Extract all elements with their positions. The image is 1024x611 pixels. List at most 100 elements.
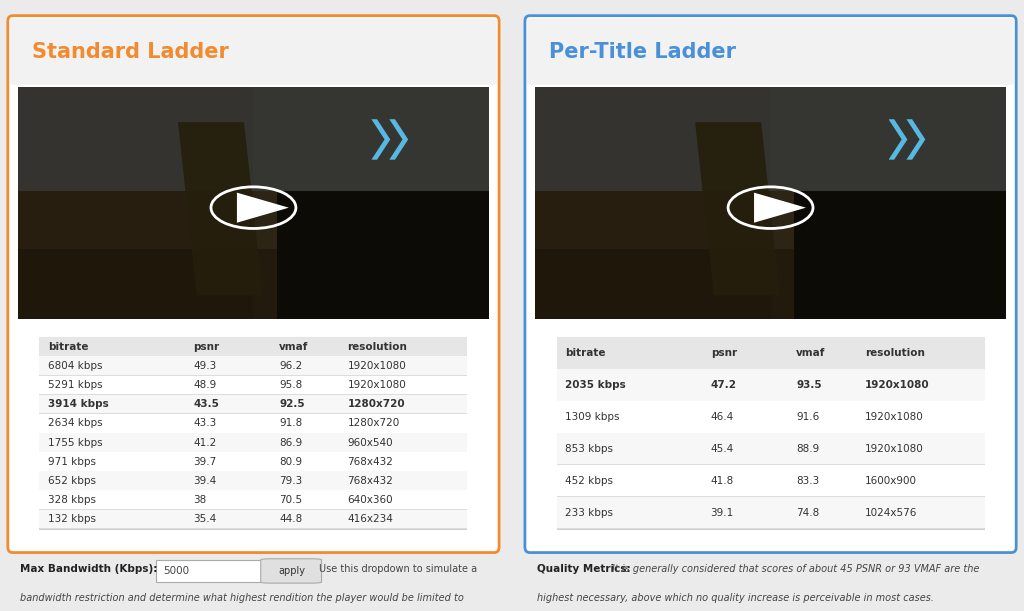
- Text: 853 kbps: 853 kbps: [565, 444, 613, 454]
- Bar: [39, 491, 467, 510]
- Text: 1920x1080: 1920x1080: [347, 380, 407, 390]
- Text: 45.4: 45.4: [711, 444, 734, 454]
- Bar: [557, 337, 985, 529]
- Bar: [557, 465, 985, 497]
- Text: 2634 kbps: 2634 kbps: [48, 419, 102, 428]
- Text: 1920x1080: 1920x1080: [347, 361, 407, 371]
- Text: 88.9: 88.9: [797, 444, 819, 454]
- Text: psnr: psnr: [711, 348, 736, 358]
- Bar: [557, 337, 985, 369]
- Text: Use this dropdown to simulate a: Use this dropdown to simulate a: [319, 564, 477, 574]
- Text: 47.2: 47.2: [711, 380, 736, 390]
- Polygon shape: [695, 122, 780, 296]
- Bar: [254, 87, 489, 319]
- Text: 41.8: 41.8: [711, 476, 734, 486]
- FancyBboxPatch shape: [156, 560, 263, 582]
- Text: Standard Ladder: Standard Ladder: [32, 42, 229, 62]
- Polygon shape: [889, 119, 907, 159]
- Text: 960x540: 960x540: [347, 437, 393, 447]
- FancyBboxPatch shape: [525, 16, 1016, 552]
- Text: 652 kbps: 652 kbps: [48, 476, 96, 486]
- Text: 43.3: 43.3: [194, 419, 217, 428]
- Text: 96.2: 96.2: [280, 361, 302, 371]
- Text: Max Bandwidth (Kbps):: Max Bandwidth (Kbps):: [20, 564, 158, 574]
- Polygon shape: [795, 191, 1007, 319]
- Text: bandwidth restriction and determine what highest rendition the player would be l: bandwidth restriction and determine what…: [20, 593, 464, 603]
- Text: bitrate: bitrate: [565, 348, 605, 358]
- Text: 1920x1080: 1920x1080: [864, 412, 924, 422]
- FancyBboxPatch shape: [10, 18, 497, 85]
- Bar: [557, 401, 985, 433]
- Text: 768x432: 768x432: [347, 476, 393, 486]
- Text: 1280x720: 1280x720: [347, 399, 406, 409]
- Text: 39.4: 39.4: [194, 476, 217, 486]
- Text: 640x360: 640x360: [347, 495, 393, 505]
- Text: 39.1: 39.1: [711, 508, 734, 518]
- Text: 416x234: 416x234: [347, 514, 393, 524]
- Bar: [535, 249, 1007, 319]
- Bar: [17, 249, 489, 319]
- Polygon shape: [178, 122, 263, 296]
- Polygon shape: [906, 119, 926, 159]
- Text: 3914 kbps: 3914 kbps: [48, 399, 109, 409]
- Bar: [557, 368, 985, 369]
- FancyBboxPatch shape: [261, 558, 322, 583]
- Text: 93.5: 93.5: [797, 380, 822, 390]
- Bar: [39, 471, 467, 491]
- Text: bitrate: bitrate: [48, 342, 88, 352]
- Text: 328 kbps: 328 kbps: [48, 495, 96, 505]
- Text: Per-Title Ladder: Per-Title Ladder: [549, 42, 736, 62]
- Text: It is generally considered that scores of about 45 PSNR or 93 VMAF are the: It is generally considered that scores o…: [612, 564, 980, 574]
- Text: 80.9: 80.9: [280, 456, 302, 467]
- Bar: [39, 337, 467, 529]
- Text: apply: apply: [278, 566, 305, 576]
- FancyBboxPatch shape: [527, 18, 1014, 85]
- Text: 41.2: 41.2: [194, 437, 217, 447]
- Text: 35.4: 35.4: [194, 514, 217, 524]
- Bar: [771, 87, 1007, 319]
- Text: psnr: psnr: [194, 342, 219, 352]
- Bar: [557, 433, 985, 465]
- Text: 49.3: 49.3: [194, 361, 217, 371]
- Bar: [39, 510, 467, 529]
- Bar: [535, 87, 1007, 191]
- Text: 1755 kbps: 1755 kbps: [48, 437, 102, 447]
- Bar: [39, 337, 467, 356]
- Text: 43.5: 43.5: [194, 399, 219, 409]
- Text: 79.3: 79.3: [280, 476, 302, 486]
- Polygon shape: [389, 119, 409, 159]
- Text: 1280x720: 1280x720: [347, 419, 399, 428]
- Text: vmaf: vmaf: [797, 348, 825, 358]
- Bar: [17, 87, 254, 319]
- Text: 95.8: 95.8: [280, 380, 302, 390]
- Polygon shape: [754, 192, 806, 222]
- Text: 233 kbps: 233 kbps: [565, 508, 613, 518]
- FancyBboxPatch shape: [8, 16, 499, 552]
- Text: 1920x1080: 1920x1080: [864, 444, 924, 454]
- Bar: [39, 433, 467, 452]
- Bar: [39, 452, 467, 471]
- Text: resolution: resolution: [347, 342, 408, 352]
- Text: 768x432: 768x432: [347, 456, 393, 467]
- Bar: [557, 369, 985, 401]
- Text: 92.5: 92.5: [280, 399, 305, 409]
- Text: 46.4: 46.4: [711, 412, 734, 422]
- Polygon shape: [278, 191, 489, 319]
- Bar: [39, 356, 467, 376]
- Text: 39.7: 39.7: [194, 456, 217, 467]
- Text: 1600x900: 1600x900: [864, 476, 916, 486]
- Text: 2035 kbps: 2035 kbps: [565, 380, 626, 390]
- Text: 74.8: 74.8: [797, 508, 819, 518]
- Text: vmaf: vmaf: [280, 342, 308, 352]
- Text: 452 kbps: 452 kbps: [565, 476, 613, 486]
- Text: 5291 kbps: 5291 kbps: [48, 380, 102, 390]
- Text: 38: 38: [194, 495, 207, 505]
- Text: 1024x576: 1024x576: [864, 508, 918, 518]
- Text: resolution: resolution: [864, 348, 925, 358]
- Text: 70.5: 70.5: [280, 495, 302, 505]
- Text: 1309 kbps: 1309 kbps: [565, 412, 620, 422]
- Bar: [17, 87, 489, 191]
- Text: 5000: 5000: [164, 566, 189, 576]
- Bar: [39, 376, 467, 395]
- Text: 132 kbps: 132 kbps: [48, 514, 96, 524]
